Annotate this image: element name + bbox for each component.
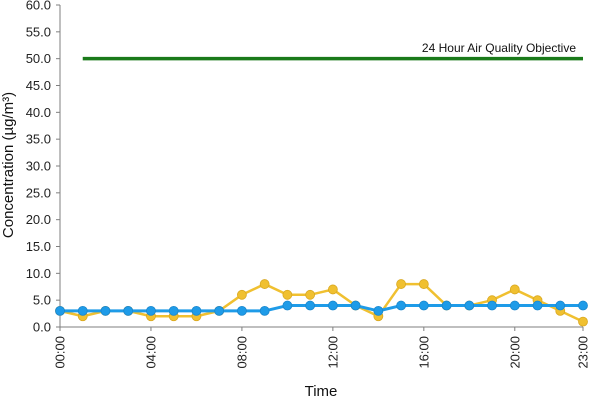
series-2-point: [487, 300, 497, 311]
y-tick-label: 60.0: [26, 0, 51, 13]
series-2-point: [418, 300, 429, 311]
series-2-point: [532, 300, 543, 311]
series-1-point: [509, 284, 520, 295]
series-2-point: [214, 305, 225, 316]
series-2-point: [327, 300, 338, 311]
axes: [59, 5, 583, 328]
y-tick-label: 0.0: [33, 320, 51, 335]
series-1-point: [305, 289, 316, 300]
series-2-point: [237, 305, 247, 316]
series-2-point: [578, 300, 588, 311]
series-2-point: [191, 305, 202, 316]
series-group: [55, 279, 588, 327]
x-axis-title: Time: [305, 383, 338, 400]
series-2-line: [60, 304, 583, 313]
series-2-point: [373, 305, 384, 316]
y-tick-label: 45.0: [26, 78, 51, 93]
y-tick-label: 10.0: [26, 266, 51, 281]
series-1-point: [259, 279, 270, 289]
x-tick-label: 20:00: [507, 336, 522, 369]
y-tick-label: 20.0: [26, 212, 51, 227]
y-tick-label: 25.0: [26, 185, 51, 200]
series-2-point: [77, 305, 88, 316]
series-2-point: [100, 305, 111, 316]
x-axis-ticks: 00:00 04:00 08:00 12:00 16:00 20:00 23:00: [53, 327, 591, 369]
series-1-point: [578, 316, 588, 327]
x-tick-label: 23:00: [576, 336, 591, 369]
y-tick-label: 5.0: [33, 293, 51, 308]
series-2-point: [123, 305, 134, 316]
series-1-point: [327, 284, 338, 295]
series-2-point: [464, 300, 475, 311]
x-tick-label: 08:00: [234, 336, 249, 369]
series-2: [55, 300, 588, 316]
y-tick-label: 55.0: [26, 24, 51, 39]
series-2-point: [555, 300, 566, 311]
y-axis-title: Concentration (µg/m³): [0, 92, 17, 238]
y-axis-ticks: 0.0 5.0 10.0 15.0 20.0 25.0 30.0 35.0 40.0 45.0 50…: [26, 0, 60, 335]
x-tick-label: 00:00: [53, 336, 68, 369]
x-tick-label: 12:00: [325, 336, 340, 369]
series-2-point: [509, 300, 520, 311]
series-2-point: [55, 305, 65, 316]
series-2-point: [282, 300, 293, 311]
series-1-point: [418, 279, 429, 289]
series-1-point: [237, 289, 247, 300]
x-tick-label: 16:00: [416, 336, 431, 369]
series-2-point: [396, 300, 406, 311]
series-2-point: [305, 300, 316, 311]
y-tick-label: 35.0: [26, 132, 51, 147]
x-tick-label: 04:00: [143, 336, 158, 369]
series-2-point: [146, 305, 156, 316]
series-1-point: [282, 289, 293, 300]
y-tick-label: 30.0: [26, 159, 51, 174]
series-2-point: [350, 300, 361, 311]
series-2-point: [168, 305, 179, 316]
series-1: [55, 279, 588, 327]
series-1-point: [396, 279, 406, 289]
y-tick-label: 40.0: [26, 105, 51, 120]
series-1-line: [59, 282, 584, 323]
series-2-point: [259, 305, 270, 316]
objective-label: 24 Hour Air Quality Objective: [422, 41, 576, 55]
y-tick-label: 15.0: [26, 239, 51, 254]
series-2-point: [441, 300, 452, 311]
y-tick-label: 50.0: [26, 51, 51, 66]
objective-line-group: 24 Hour Air Quality Objective: [82, 41, 583, 61]
